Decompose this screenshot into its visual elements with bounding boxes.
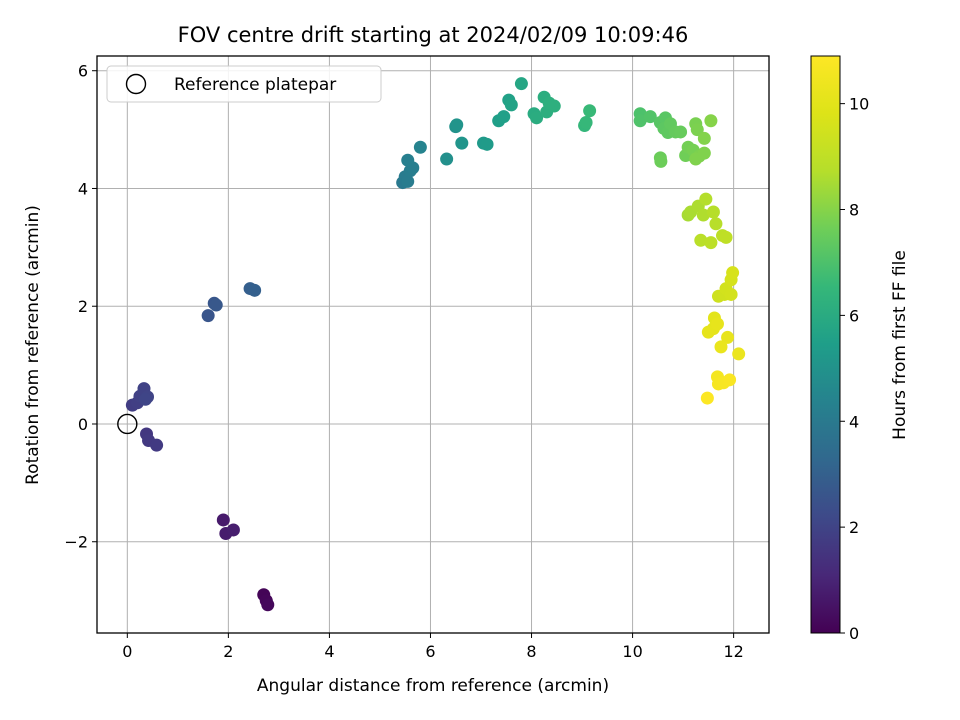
data-point: [643, 110, 657, 124]
data-point: [201, 309, 215, 323]
y-tick-label: 4: [78, 179, 88, 198]
y-tick-label: 0: [78, 415, 88, 434]
data-point: [579, 116, 593, 130]
data-point: [704, 236, 718, 250]
data-point: [150, 438, 164, 452]
data-point: [714, 340, 728, 354]
data-point: [674, 125, 688, 139]
x-tick-label: 8: [526, 642, 536, 661]
data-point: [654, 154, 668, 168]
y-tick-label: 2: [78, 297, 88, 316]
data-point: [583, 104, 597, 118]
colorbar-label: Hours from first FF file: [890, 250, 910, 440]
colorbar-ticks: 0 2 4 6 8 10: [840, 95, 869, 643]
data-point: [700, 391, 714, 405]
data-point: [209, 298, 223, 312]
data-point: [704, 114, 718, 128]
x-tick-label: 6: [425, 642, 435, 661]
data-point: [216, 513, 230, 527]
data-point: [696, 208, 710, 222]
legend: Reference platepar: [106, 65, 382, 103]
data-point: [450, 118, 464, 132]
colorbar: 0 2 4 6 8 10 Hours from first FF file: [810, 55, 910, 643]
data-point: [226, 523, 240, 537]
colorbar-tick-label: 8: [849, 201, 859, 220]
x-tick-label: 10: [622, 642, 642, 661]
data-point: [710, 317, 724, 331]
x-tick-label: 2: [223, 642, 233, 661]
data-point: [401, 174, 415, 188]
data-point: [530, 111, 544, 125]
legend-box: [106, 65, 382, 103]
data-point: [455, 136, 469, 150]
x-tick-label: 4: [324, 642, 334, 661]
reference-point-marker: [117, 413, 138, 435]
data-point: [706, 205, 720, 219]
y-tick-label: −2: [64, 533, 88, 552]
data-points: [117, 77, 746, 612]
colorbar-gradient: [810, 55, 841, 634]
data-point: [139, 392, 153, 406]
plot-frame: [96, 55, 770, 634]
data-point: [480, 137, 494, 151]
chart-title: FOV centre drift starting at 2024/02/09 …: [178, 23, 689, 47]
legend-marker-reference: [125, 73, 147, 95]
data-point: [690, 123, 704, 137]
data-point: [697, 131, 711, 145]
data-point: [732, 347, 746, 361]
x-axis-label: Angular distance from reference (arcmin): [257, 676, 609, 696]
data-point: [699, 192, 713, 206]
data-point: [261, 598, 275, 612]
data-point: [726, 266, 740, 280]
x-tick-label: 0: [122, 642, 132, 661]
data-point: [633, 114, 647, 128]
data-point: [514, 77, 528, 91]
data-point: [401, 153, 415, 167]
y-tick-label: 6: [78, 62, 88, 81]
data-point: [504, 98, 518, 112]
data-point: [413, 140, 427, 154]
data-point: [697, 146, 711, 160]
x-tick-label: 12: [723, 642, 743, 661]
data-point: [709, 217, 723, 231]
colorbar-tick-label: 4: [849, 412, 859, 431]
data-point: [248, 283, 262, 297]
colorbar-tick-label: 0: [849, 624, 859, 643]
axis-ticks: 0 2 4 6 8 10 12 −2 0 2 4 6: [64, 62, 743, 661]
legend-label-reference: Reference platepar: [174, 75, 336, 95]
data-point: [701, 325, 715, 339]
data-point: [497, 110, 511, 124]
data-point: [542, 96, 556, 110]
data-point: [723, 373, 737, 387]
data-point: [694, 233, 708, 247]
colorbar-tick-label: 2: [849, 518, 859, 537]
data-point: [440, 152, 454, 166]
colorbar-tick-label: 10: [849, 95, 869, 114]
data-point: [721, 330, 735, 344]
grid: [97, 56, 769, 633]
data-point: [719, 230, 733, 244]
data-point: [724, 287, 738, 301]
y-axis-label: Rotation from reference (arcmin): [23, 205, 43, 485]
colorbar-tick-label: 6: [849, 306, 859, 325]
